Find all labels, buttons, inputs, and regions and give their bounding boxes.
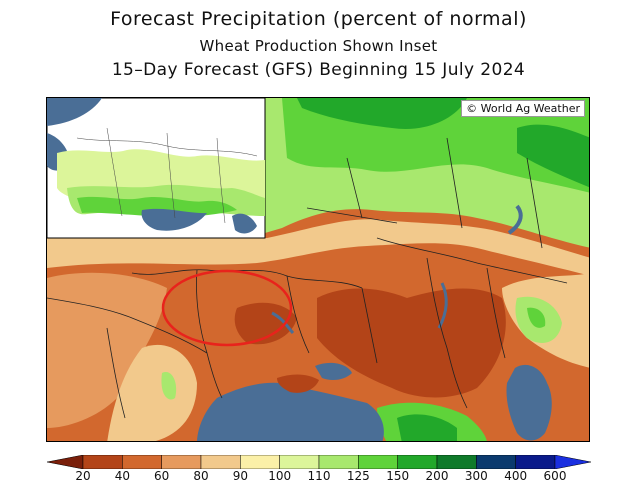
forecast-period: 15–Day Forecast (GFS) Beginning 15 July … bbox=[111, 60, 526, 80]
highlight-circle bbox=[161, 269, 293, 347]
map-canvas bbox=[47, 98, 589, 441]
inset-black-sea bbox=[141, 208, 207, 231]
legend-label: 300 bbox=[464, 469, 488, 483]
sea-of-azov bbox=[315, 362, 352, 381]
legend-label: 20 bbox=[75, 469, 91, 483]
legend-label: 40 bbox=[114, 469, 130, 483]
legend-label: 90 bbox=[232, 469, 248, 483]
volga-reservoir bbox=[507, 204, 523, 235]
wettest-northeast bbox=[517, 124, 589, 188]
inset-baltic-sea bbox=[47, 98, 102, 126]
precipitation-map: © World Ag Weather bbox=[46, 97, 590, 442]
legend-label: 110 bbox=[307, 469, 331, 483]
wheat-inset bbox=[47, 98, 266, 239]
near-normal-band bbox=[47, 219, 589, 276]
legend-swatch bbox=[397, 455, 438, 469]
legend-swatch bbox=[476, 455, 516, 469]
caspian-sea bbox=[506, 364, 552, 441]
credit-label: © World Ag Weather bbox=[461, 100, 585, 117]
map-title: Forecast Precipitation (percent of norma… bbox=[110, 8, 527, 30]
legend-swatch bbox=[358, 455, 398, 469]
inset-wheat-core bbox=[77, 196, 237, 217]
legend-label: 200 bbox=[425, 469, 449, 483]
inset-caspian bbox=[232, 213, 257, 234]
legend-label: 125 bbox=[346, 469, 370, 483]
legend-swatch bbox=[161, 455, 202, 469]
black-sea bbox=[197, 382, 384, 441]
below-normal-west bbox=[47, 272, 167, 428]
very-dry-ukraine bbox=[234, 302, 297, 345]
legend-arrow-high bbox=[554, 455, 591, 469]
legend-swatch bbox=[82, 455, 123, 469]
legend-arrow-low bbox=[47, 455, 84, 469]
legend-label: 150 bbox=[386, 469, 410, 483]
dnieper-river bbox=[271, 311, 295, 334]
very-wet-caucasus bbox=[397, 414, 457, 441]
color-legend bbox=[47, 455, 591, 469]
very-wet-east bbox=[527, 307, 546, 328]
volga-river bbox=[437, 282, 448, 329]
near-normal-southwest bbox=[107, 344, 197, 441]
legend-label: 400 bbox=[504, 469, 528, 483]
legend-swatch bbox=[318, 455, 359, 469]
legend-swatch bbox=[279, 455, 320, 469]
very-dry-core bbox=[317, 288, 506, 398]
legend-swatch bbox=[436, 455, 477, 469]
legend-swatch bbox=[200, 455, 241, 469]
legend-label: 100 bbox=[268, 469, 292, 483]
legend-swatch bbox=[122, 455, 162, 469]
wettest-north bbox=[297, 98, 467, 129]
legend-swatch bbox=[240, 455, 280, 469]
borders bbox=[47, 137, 568, 419]
legend-label: 600 bbox=[543, 469, 567, 483]
legend-label: 80 bbox=[193, 469, 209, 483]
wet-spot-southwest bbox=[161, 372, 177, 400]
map-subtitle: Wheat Production Shown Inset bbox=[199, 37, 438, 55]
crimea bbox=[277, 374, 319, 393]
legend-label: 60 bbox=[154, 469, 170, 483]
inset-borders bbox=[76, 127, 258, 224]
legend-swatch bbox=[515, 455, 556, 469]
